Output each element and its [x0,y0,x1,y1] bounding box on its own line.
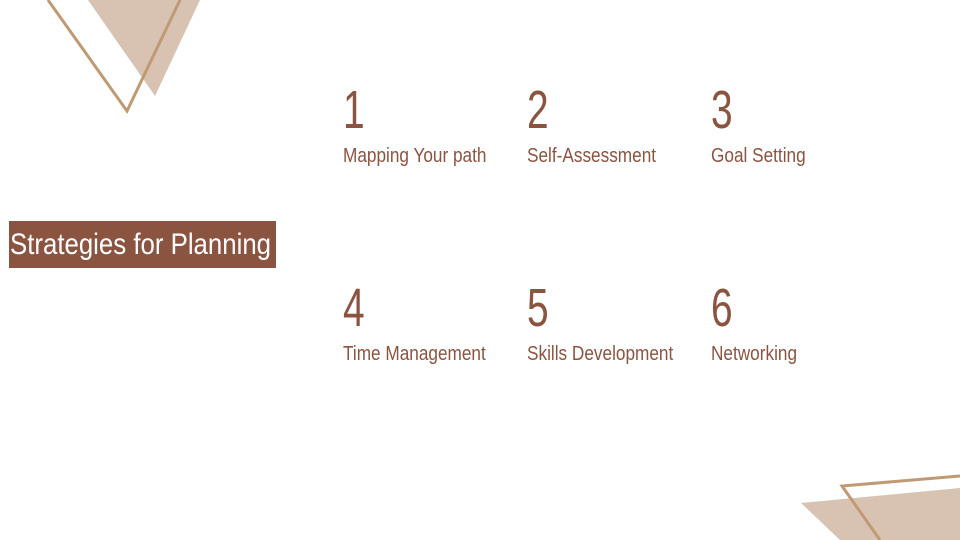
bottom-filled-shape [801,488,960,540]
strategy-item-6: 6 Networking [711,280,891,366]
strategy-number: 1 [343,80,365,140]
strategy-item-5: 5 Skills Development [527,280,707,366]
strategy-item-3: 3 Goal Setting [711,82,891,168]
strategy-number: 6 [711,278,733,338]
strategy-number: 2 [527,80,549,140]
strategy-label: Mapping Your path [343,145,487,167]
strategy-label: Skills Development [527,343,674,365]
strategy-label: Networking [711,343,798,365]
strategy-label: Time Management [343,343,486,365]
strategy-label: Goal Setting [711,145,806,167]
strategy-number: 5 [527,278,549,338]
strategy-item-1: 1 Mapping Your path [343,82,523,168]
bottom-outline-triangle [839,474,960,540]
slide-title: Strategies for Planning [10,228,272,261]
top-filled-triangle [88,0,200,96]
strategy-number: 3 [711,80,733,140]
title-banner [9,221,276,268]
strategy-number: 4 [343,278,365,338]
strategy-item-2: 2 Self-Assessment [527,82,707,168]
strategy-label: Self-Assessment [527,145,657,167]
strategy-item-4: 4 Time Management [343,280,523,366]
top-outline-triangle [46,0,182,114]
